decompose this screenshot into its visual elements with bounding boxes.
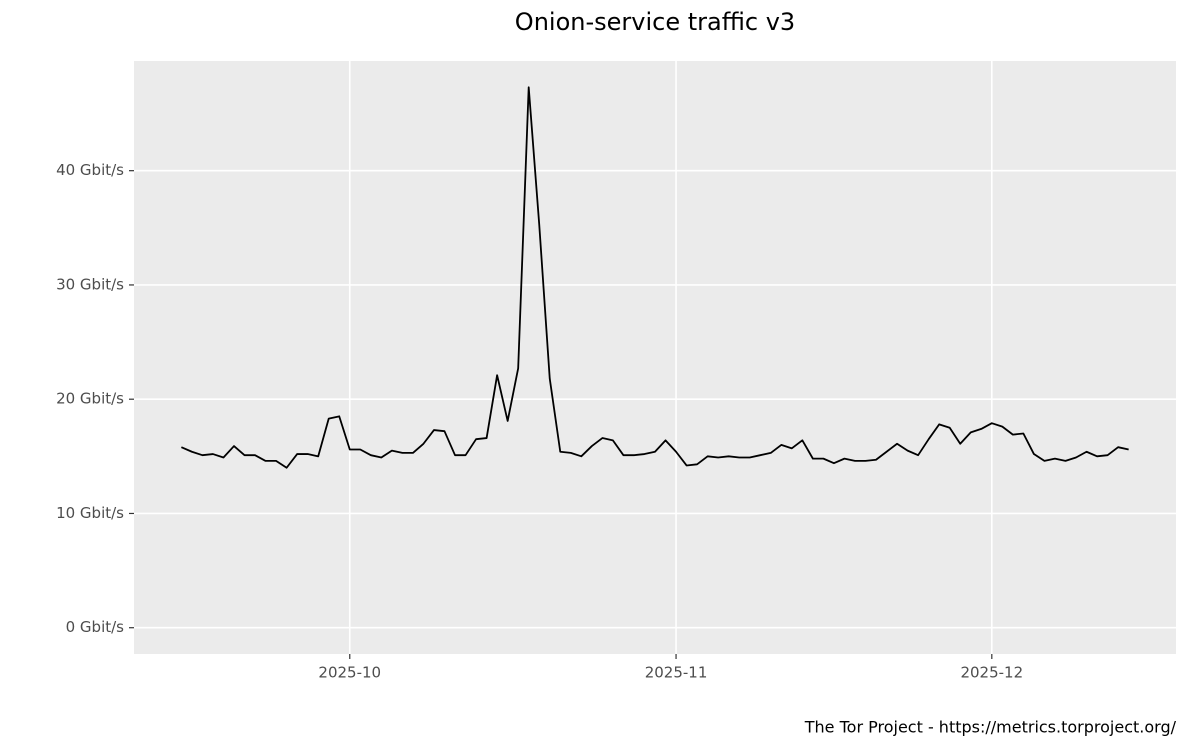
series-line xyxy=(181,86,1129,469)
chart-title: Onion-service traffic v3 xyxy=(515,8,795,36)
y-tick-label: 40 Gbit/s xyxy=(56,161,124,179)
y-tick-label: 10 Gbit/s xyxy=(56,504,124,522)
panel xyxy=(134,61,1176,654)
y-tick-label: 20 Gbit/s xyxy=(56,390,124,408)
x-tick-label: 2025-12 xyxy=(960,664,1023,682)
caption: The Tor Project - https://metrics.torpro… xyxy=(804,718,1177,737)
y-tick-label: 30 Gbit/s xyxy=(56,275,124,293)
x-tick-label: 2025-11 xyxy=(645,664,708,682)
y-tick-label: 0 Gbit/s xyxy=(66,618,125,636)
x-tick-label: 2025-10 xyxy=(318,664,381,682)
